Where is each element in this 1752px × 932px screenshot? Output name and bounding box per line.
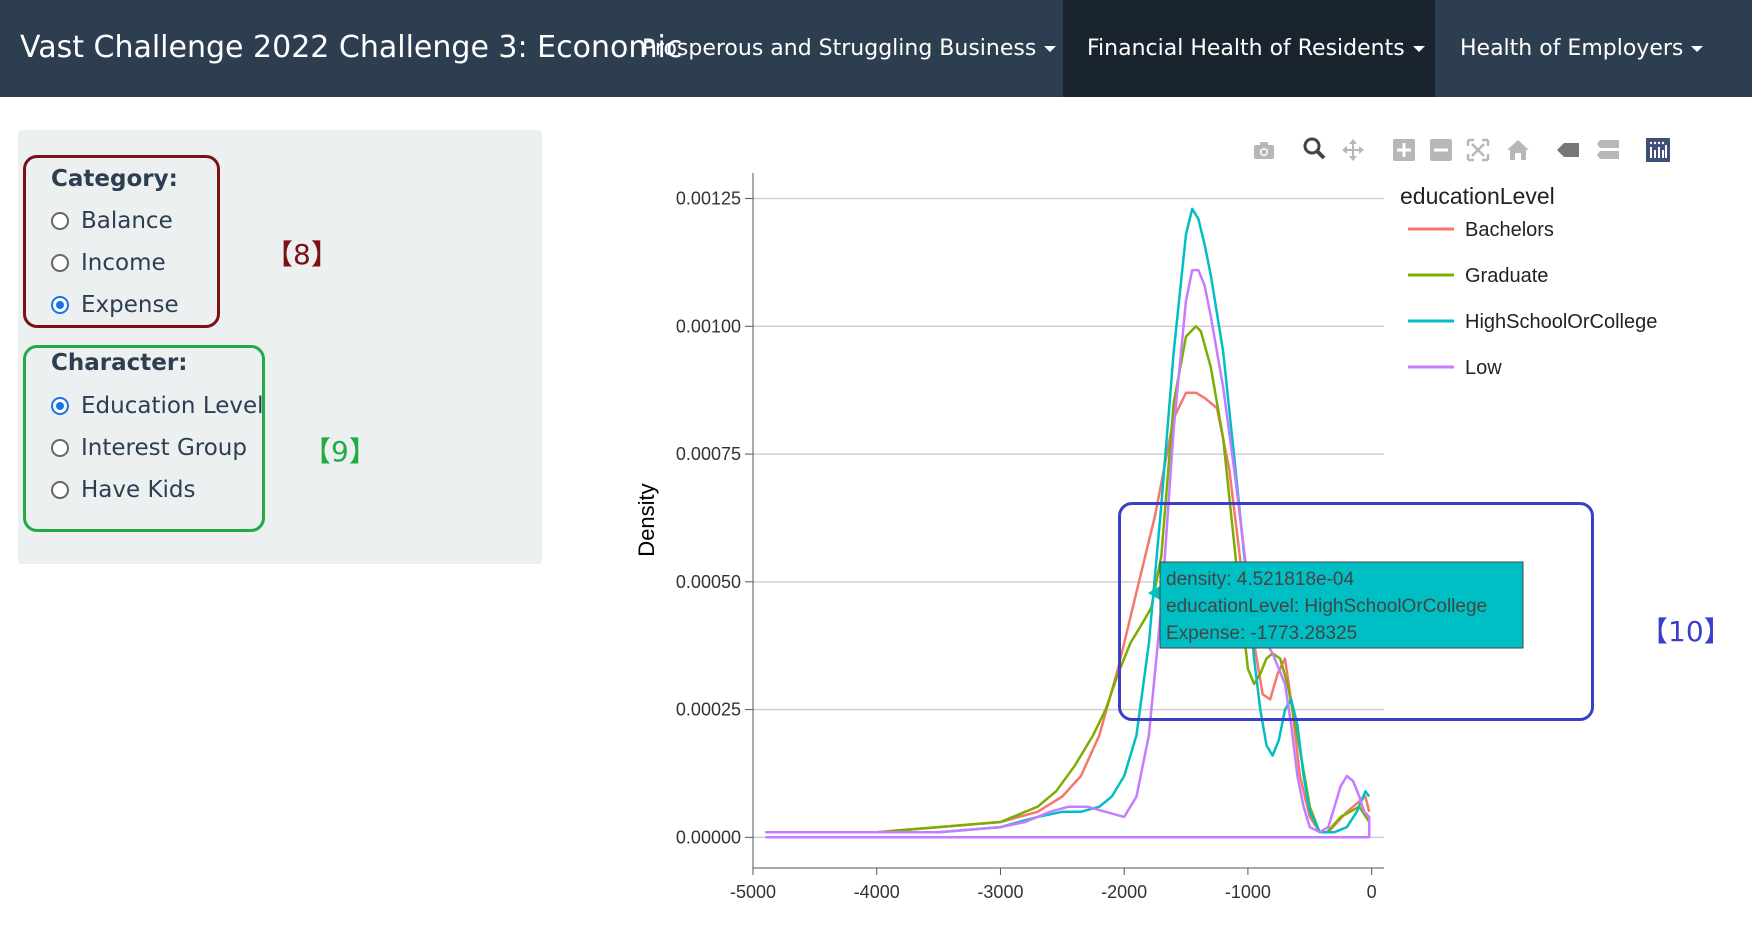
radio-interest-group[interactable] [51,439,69,457]
tooltip-density: density: 4.521818e-04 [1166,569,1354,590]
nav-prosperous-business-label: Prosperous and Struggling Business [642,36,1037,61]
legend-label[interactable]: Bachelors [1465,219,1554,241]
radio-education-level[interactable] [51,397,69,415]
category-option-label: Expense [81,292,179,318]
nav-prosperous-business[interactable]: Prosperous and Struggling Business [618,0,1080,97]
character-option-label: Education Level [81,393,264,419]
category-label: Category: [51,166,178,192]
reset-axes-icon[interactable] [1506,138,1530,162]
nav-health-employers[interactable]: Health of Employers [1436,0,1727,97]
category-option-label: Balance [81,208,173,234]
x-tick-label: -1000 [1225,882,1271,902]
compare-hover-icon[interactable] [1596,138,1620,162]
y-tick-label: 0.00125 [676,189,741,209]
annotation-box-10 [1118,502,1594,721]
category-option-income[interactable]: Income [51,250,166,276]
annotation-box-9 [23,345,265,532]
zoom-out-icon[interactable] [1429,138,1453,162]
hover-tooltip: density: 4.521818e-04 educationLevel: Hi… [1148,561,1524,649]
radio-income[interactable] [51,254,69,272]
zoom-icon[interactable] [1302,136,1326,160]
chart-axes: 0.00000 0.00025 0.00050 0.00075 0.00100 0.001… [676,173,1384,902]
density-line-low[interactable] [765,268,1371,839]
legend-title: educationLevel [1400,183,1555,209]
annotation-label-10: 【10】 [1640,615,1732,648]
radio-have-kids[interactable] [51,481,69,499]
caret-down-icon [1691,46,1704,52]
y-tick-label: 0.00000 [676,827,741,847]
character-option-label: Have Kids [81,477,196,503]
y-axis-title: Density [634,483,659,556]
x-tick-label: 0 [1367,882,1377,902]
y-tick-label: 0.00075 [676,444,741,464]
annotation-label-9: 【9】 [303,435,377,468]
radio-balance[interactable] [51,212,69,230]
category-option-label: Income [81,250,166,276]
zoom-in-icon[interactable] [1392,138,1416,162]
character-label: Character: [51,350,188,376]
character-option-education[interactable]: Education Level [51,393,264,419]
nav-financial-health-label: Financial Health of Residents [1087,36,1405,61]
tooltip-expense: Expense: -1773.28325 [1166,623,1357,644]
app-title[interactable]: Vast Challenge 2022 Challenge 3: Economi… [20,30,683,65]
y-tick-label: 0.00025 [676,700,741,720]
legend-label[interactable]: Low [1465,357,1502,379]
chart-series[interactable] [765,207,1371,839]
caret-down-icon [1044,46,1057,52]
pan-icon[interactable] [1341,138,1365,162]
x-tick-label: -4000 [854,882,900,902]
annotation-box-8 [23,155,220,328]
x-tick-label: -2000 [1101,882,1147,902]
nav-financial-health[interactable]: Financial Health of Residents [1063,0,1435,97]
autoscale-icon[interactable] [1466,138,1490,162]
caret-down-icon [1412,46,1425,52]
y-tick-label: 0.00050 [676,572,741,592]
camera-icon[interactable] [1252,138,1276,162]
nav-health-employers-label: Health of Employers [1460,36,1684,61]
navbar: Vast Challenge 2022 Challenge 3: Economi… [0,0,1752,97]
chart-legend[interactable]: Bachelors Graduate HighSchoolOrCollege Low [1408,219,1657,379]
legend-label[interactable]: Graduate [1465,265,1548,287]
y-tick-label: 0.00100 [676,316,741,336]
x-tick-label: -3000 [977,882,1023,902]
category-option-balance[interactable]: Balance [51,208,173,234]
character-option-kids[interactable]: Have Kids [51,477,196,503]
character-option-interest[interactable]: Interest Group [51,435,247,461]
tooltip-education-level: educationLevel: HighSchoolOrCollege [1166,596,1487,617]
annotation-label-8: 【8】 [265,238,339,271]
density-line-highschoolorcollege[interactable] [765,207,1371,834]
category-option-expense[interactable]: Expense [51,292,179,318]
x-tick-label: -5000 [730,882,776,902]
plotly-logo-icon[interactable] [1646,138,1670,162]
spike-lines-icon[interactable] [1556,138,1580,162]
radio-expense[interactable] [51,296,69,314]
character-option-label: Interest Group [81,435,247,461]
legend-label[interactable]: HighSchoolOrCollege [1465,311,1657,333]
